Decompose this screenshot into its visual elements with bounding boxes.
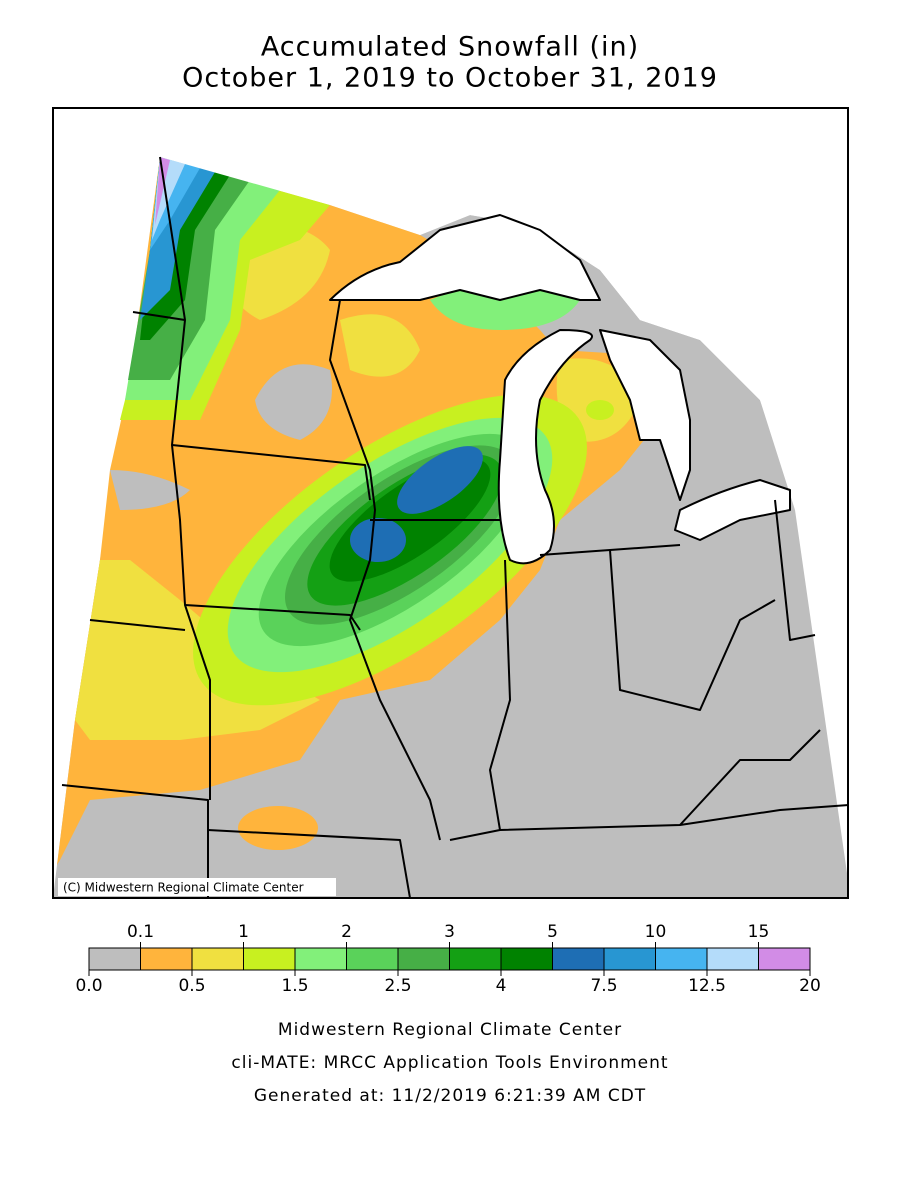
legend-label: 0.5 bbox=[178, 976, 205, 996]
legend-swatch bbox=[88, 947, 141, 971]
legend-swatch bbox=[449, 947, 502, 971]
legend-label: 20 bbox=[799, 976, 821, 996]
legend-label: 2 bbox=[341, 922, 352, 942]
legend-label: 2.5 bbox=[384, 976, 411, 996]
legend-label: 0.1 bbox=[127, 922, 154, 942]
legend-label: 3 bbox=[444, 922, 455, 942]
legend-swatch bbox=[655, 947, 708, 971]
title: Accumulated Snowfall (in) bbox=[261, 32, 639, 63]
legend-swatch bbox=[706, 947, 759, 971]
legend-label: 5 bbox=[547, 922, 558, 942]
legend-label: 15 bbox=[748, 922, 770, 942]
legend-label: 12.5 bbox=[688, 976, 726, 996]
legend-label: 10 bbox=[645, 922, 667, 942]
snowfall-map bbox=[54, 109, 847, 897]
map-frame bbox=[52, 107, 849, 899]
footer: Midwestern Regional Climate Center bbox=[278, 1020, 622, 1040]
legend-swatch bbox=[346, 947, 399, 971]
legend-label: 7.5 bbox=[590, 976, 617, 996]
legend-swatch bbox=[191, 947, 244, 971]
legend-label: 0.0 bbox=[75, 976, 102, 996]
legend-swatch bbox=[500, 947, 553, 971]
legend-swatch bbox=[552, 947, 605, 971]
legend-label: 4 bbox=[496, 976, 507, 996]
legend-swatch bbox=[603, 947, 656, 971]
legend-swatch bbox=[397, 947, 450, 971]
footer: cli-MATE: MRCC Application Tools Environ… bbox=[231, 1053, 668, 1073]
legend-swatch bbox=[140, 947, 193, 971]
credit-box bbox=[58, 878, 336, 896]
credit: (C) Midwestern Regional Climate Center bbox=[63, 881, 304, 895]
legend-label: 1.5 bbox=[281, 976, 308, 996]
footer: Generated at: 11/2/2019 6:21:39 AM CDT bbox=[254, 1086, 646, 1106]
legend-swatch bbox=[294, 947, 347, 971]
legend-label: 1 bbox=[238, 922, 249, 942]
legend-swatch bbox=[758, 947, 811, 971]
legend-swatch bbox=[243, 947, 296, 971]
subtitle: October 1, 2019 to October 31, 2019 bbox=[182, 63, 718, 94]
